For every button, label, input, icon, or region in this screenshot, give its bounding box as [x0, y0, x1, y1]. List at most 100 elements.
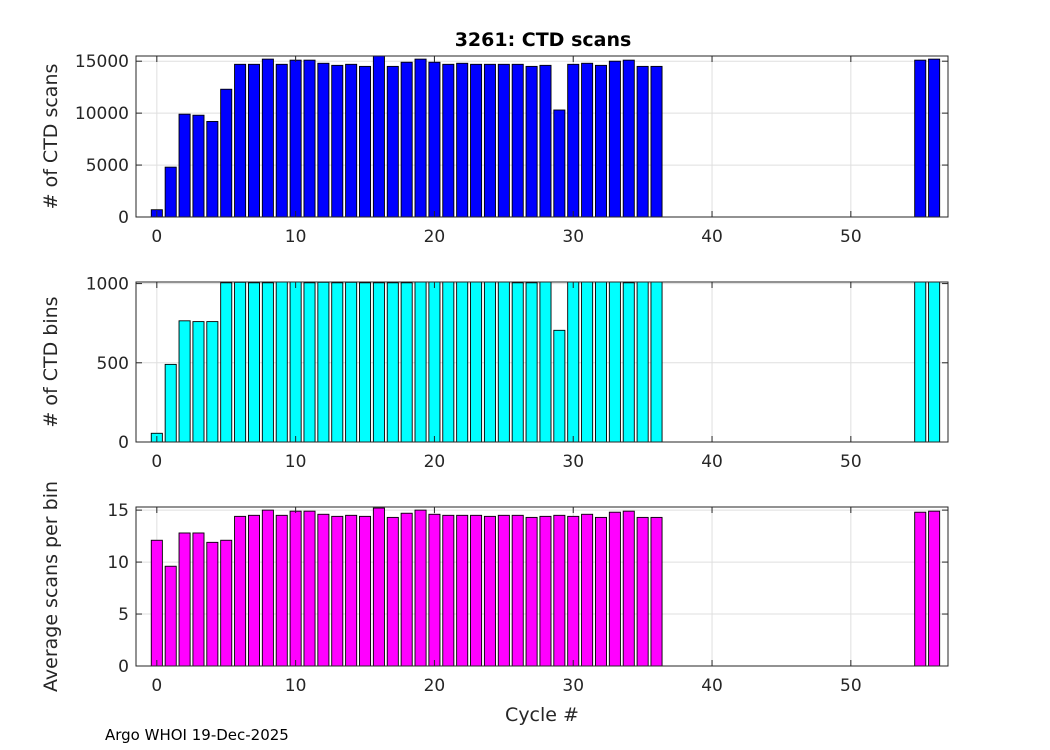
- bar-cycle-56: [928, 281, 941, 443]
- bar-cycle-19: [414, 509, 427, 667]
- y-axis-label-scans: # of CTD scans: [40, 64, 62, 210]
- bar-cycle-13: [331, 64, 344, 218]
- bar-cycle-28: [539, 64, 552, 218]
- x-tick-label: 40: [701, 227, 723, 247]
- bar-cycle-14: [345, 514, 358, 667]
- bar-cycle-23: [470, 281, 483, 443]
- x-tick-label: 0: [151, 227, 162, 247]
- bar-cycle-35: [636, 281, 649, 443]
- bar-cycle-14: [345, 63, 358, 218]
- bar-cycle-4: [206, 321, 219, 443]
- bar-cycle-33: [608, 511, 621, 667]
- bar-cycle-2: [178, 320, 191, 443]
- x-tick-label: 30: [562, 676, 584, 696]
- bar-cycle-20: [428, 61, 441, 218]
- x-tick-label: 20: [424, 452, 446, 472]
- bar-cycle-28: [539, 281, 552, 443]
- bar-cycle-55: [914, 281, 927, 443]
- bar-cycle-19: [414, 58, 427, 218]
- bar-cycle-17: [386, 282, 399, 443]
- bar-cycle-34: [622, 282, 635, 443]
- bar-cycle-27: [525, 65, 538, 218]
- bar-cycle-13: [331, 515, 344, 667]
- x-tick-label: 50: [840, 676, 862, 696]
- bar-cycle-3: [192, 114, 205, 218]
- bar-cycle-2: [178, 113, 191, 218]
- bar-cycle-32: [594, 281, 607, 443]
- bar-cycle-22: [456, 281, 469, 443]
- x-tick-label: 10: [285, 676, 307, 696]
- bar-cycle-11: [303, 282, 316, 443]
- bar-cycle-32: [594, 516, 607, 667]
- bar-cycle-5: [220, 539, 233, 667]
- bar-cycle-6: [234, 515, 247, 667]
- y-tick-label: 0: [118, 433, 129, 453]
- bar-cycle-10: [289, 59, 302, 218]
- bar-cycle-32: [594, 64, 607, 218]
- bar-cycle-17: [386, 65, 399, 218]
- bar-cycle-36: [650, 281, 663, 443]
- bar-cycle-14: [345, 281, 358, 443]
- x-tick-label: 20: [424, 676, 446, 696]
- bar-cycle-7: [247, 63, 260, 218]
- x-tick-label: 10: [285, 452, 307, 472]
- bar-cycle-31: [581, 62, 594, 218]
- bar-cycle-10: [289, 281, 302, 443]
- bar-cycle-24: [483, 63, 496, 218]
- bar-cycle-13: [331, 282, 344, 443]
- bar-cycle-30: [567, 63, 580, 218]
- x-tick-label: 40: [701, 452, 723, 472]
- bar-cycle-25: [497, 63, 510, 218]
- bar-cycle-31: [581, 281, 594, 443]
- bar-cycle-55: [914, 511, 927, 667]
- bar-cycle-7: [247, 282, 260, 443]
- x-tick-label: 30: [562, 452, 584, 472]
- panel-avg: 0 10 20 30 40 50 0 5 10 15 Average scans per bin Cy…: [40, 481, 949, 726]
- bar-cycle-8: [261, 282, 274, 443]
- y-tick-label: 0: [118, 208, 129, 228]
- bar-cycle-9: [275, 514, 288, 667]
- y-tick-label: 5: [118, 605, 129, 625]
- footer-credit: Argo WHOI 19-Dec-2025: [105, 726, 289, 744]
- bar-cycle-12: [317, 281, 330, 443]
- axes-frame-bins: [135, 281, 949, 443]
- x-tick-label: 0: [151, 452, 162, 472]
- bar-cycle-1: [164, 363, 177, 443]
- bar-cycle-23: [470, 63, 483, 218]
- bar-cycle-7: [247, 514, 260, 667]
- bar-cycle-18: [400, 512, 413, 667]
- bar-cycle-16: [372, 507, 385, 667]
- bar-cycle-4: [206, 120, 219, 218]
- bar-cycle-15: [359, 282, 372, 443]
- y-tick-label: 0: [118, 657, 129, 677]
- bar-cycle-55: [914, 59, 927, 218]
- x-tick-label: 40: [701, 676, 723, 696]
- bar-cycle-34: [622, 510, 635, 667]
- bar-cycle-19: [414, 281, 427, 443]
- bar-cycle-16: [372, 55, 385, 218]
- bar-cycle-36: [650, 516, 663, 667]
- y-tick-label: 5000: [86, 156, 129, 176]
- axes-frame-scans: [135, 55, 949, 218]
- bar-cycle-21: [442, 281, 455, 443]
- x-tick-label: 10: [285, 227, 307, 247]
- bar-cycle-23: [470, 514, 483, 667]
- bar-cycle-36: [650, 65, 663, 218]
- bar-cycle-16: [372, 282, 385, 443]
- chart-title: 3261: CTD scans: [455, 29, 632, 51]
- bar-cycle-1: [164, 166, 177, 218]
- bar-cycle-17: [386, 516, 399, 667]
- y-tick-label: 500: [97, 354, 129, 374]
- bar-cycle-24: [483, 281, 496, 443]
- bar-cycle-22: [456, 62, 469, 218]
- bar-cycle-25: [497, 281, 510, 443]
- bar-cycle-29: [553, 109, 566, 218]
- bar-cycle-35: [636, 65, 649, 218]
- bar-cycle-9: [275, 63, 288, 218]
- bar-cycle-20: [428, 281, 441, 443]
- y-tick-label: 15000: [75, 52, 129, 72]
- x-tick-label: 30: [562, 227, 584, 247]
- bar-cycle-30: [567, 281, 580, 443]
